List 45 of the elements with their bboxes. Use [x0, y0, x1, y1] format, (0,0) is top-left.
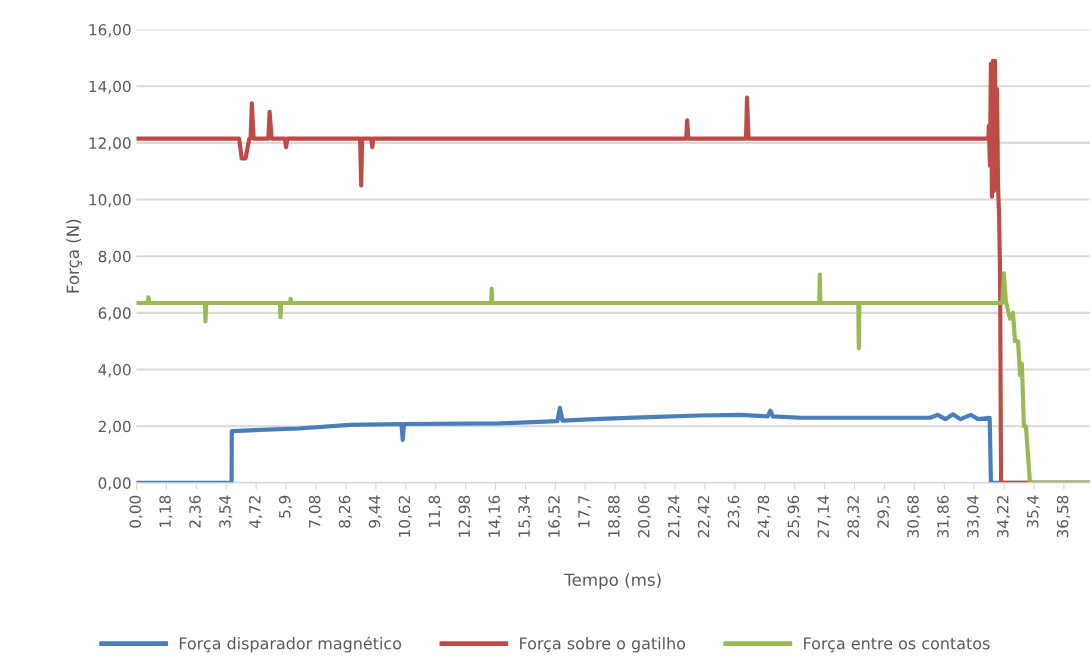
x-tick-label: 10,62 — [398, 496, 412, 537]
x-tick-label: 4,72 — [249, 496, 263, 528]
x-tick-label: 22,42 — [697, 496, 711, 538]
x-tick-label: 17,7 — [578, 496, 592, 528]
x-tick-label: 23,6 — [727, 495, 741, 528]
x-tick-label: 3,54 — [219, 495, 233, 528]
x-tick-label: 29,5 — [877, 496, 891, 528]
y-tick-label: 8,00 — [98, 250, 131, 264]
x-tick-label: 33,04 — [967, 495, 981, 538]
legend-label: Força sobre o gatilho — [520, 637, 686, 653]
x-tick-label: 18,88 — [608, 495, 622, 537]
x-tick-label: 21,24 — [667, 495, 682, 538]
x-tick-label: 31,86 — [937, 495, 951, 538]
x-tick-label: 2,36 — [189, 495, 203, 528]
x-tick-label: 36,58 — [1056, 495, 1070, 538]
x-tick-label: 14,16 — [488, 495, 502, 537]
x-tick-label: 27,14 — [817, 495, 831, 538]
x-tick-label: 30,68 — [907, 495, 921, 538]
x-tick-label: 24,78 — [757, 495, 771, 538]
y-tick-label: 14,00 — [89, 80, 131, 94]
x-tick-label: 7,08 — [308, 495, 322, 528]
x-tick-label: 25,96 — [787, 495, 801, 538]
x-tick-label: 34,22 — [997, 496, 1011, 538]
y-tick-label: 6,00 — [98, 307, 131, 321]
y-tick-label: 16,00 — [89, 24, 131, 38]
x-tick-label: 11,8 — [428, 495, 442, 528]
y-tick-label: 10,00 — [89, 194, 131, 208]
legend-label: Força entre os contatos — [804, 637, 990, 653]
legend-label: Força disparador magnético — [179, 636, 402, 653]
y-tick-label: 4,00 — [98, 364, 131, 378]
x-tick-label: 16,52 — [548, 496, 562, 537]
x-tick-label: 9,44 — [368, 495, 382, 528]
x-tick-label: 1,18 — [159, 495, 173, 528]
x-tick-label: 28,32 — [847, 496, 861, 538]
x-tick-label: 35,4 — [1026, 495, 1041, 528]
x-tick-label: 15,34 — [518, 495, 532, 537]
x-axis-title: Tempo (ms) — [564, 573, 661, 590]
y-tick-label: 0,00 — [98, 477, 131, 491]
y-tick-label: 12,00 — [89, 137, 131, 151]
y-tick-label: 2,00 — [98, 420, 131, 434]
x-tick-label: 12,98 — [458, 495, 472, 537]
y-axis-title: Força (N) — [66, 219, 83, 293]
x-tick-label: 8,26 — [338, 495, 352, 528]
x-tick-label: 5,9 — [278, 495, 293, 518]
x-tick-label: 20,06 — [637, 495, 652, 538]
